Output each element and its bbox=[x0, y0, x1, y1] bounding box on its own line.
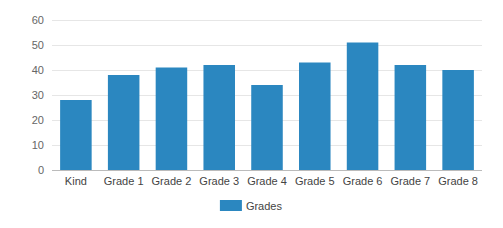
y-tick-label: 50 bbox=[32, 39, 44, 51]
x-tick-label: Grade 1 bbox=[104, 175, 144, 187]
x-tick-label: Grade 2 bbox=[152, 175, 192, 187]
chart-svg: 0 10 20 30 40 50 60 Kind Grade 1 Grade 2 Grade 3 Gr… bbox=[0, 0, 503, 228]
legend-swatch bbox=[220, 200, 242, 211]
chart-container: 0 10 20 30 40 50 60 Kind Grade 1 Grade 2 Grade 3 Gr… bbox=[0, 0, 503, 228]
legend-label: Grades bbox=[246, 200, 283, 212]
x-tick-label: Grade 4 bbox=[247, 175, 287, 187]
x-tick-label: Grade 3 bbox=[199, 175, 239, 187]
bar bbox=[395, 65, 427, 170]
x-tick-label: Kind bbox=[65, 175, 87, 187]
bar bbox=[347, 43, 379, 171]
y-tick-label: 0 bbox=[38, 164, 44, 176]
bars bbox=[60, 43, 474, 171]
grid-line bbox=[52, 20, 482, 21]
bar bbox=[203, 65, 235, 170]
bar bbox=[251, 85, 283, 170]
grid-line bbox=[52, 45, 482, 46]
y-tick-label: 20 bbox=[32, 114, 44, 126]
x-tick-label: Grade 6 bbox=[343, 175, 383, 187]
x-tick-label: Grade 8 bbox=[438, 175, 478, 187]
y-tick-label: 30 bbox=[32, 89, 44, 101]
bar bbox=[299, 63, 331, 171]
y-tick-label: 60 bbox=[32, 14, 44, 26]
bar bbox=[156, 68, 188, 171]
y-tick-label: 40 bbox=[32, 64, 44, 76]
legend: Grades bbox=[220, 200, 283, 212]
y-tick-label: 10 bbox=[32, 139, 44, 151]
x-tick-label: Grade 5 bbox=[295, 175, 335, 187]
bar bbox=[60, 100, 92, 170]
x-tick-label: Grade 7 bbox=[390, 175, 430, 187]
bar bbox=[442, 70, 474, 170]
bar bbox=[108, 75, 140, 170]
